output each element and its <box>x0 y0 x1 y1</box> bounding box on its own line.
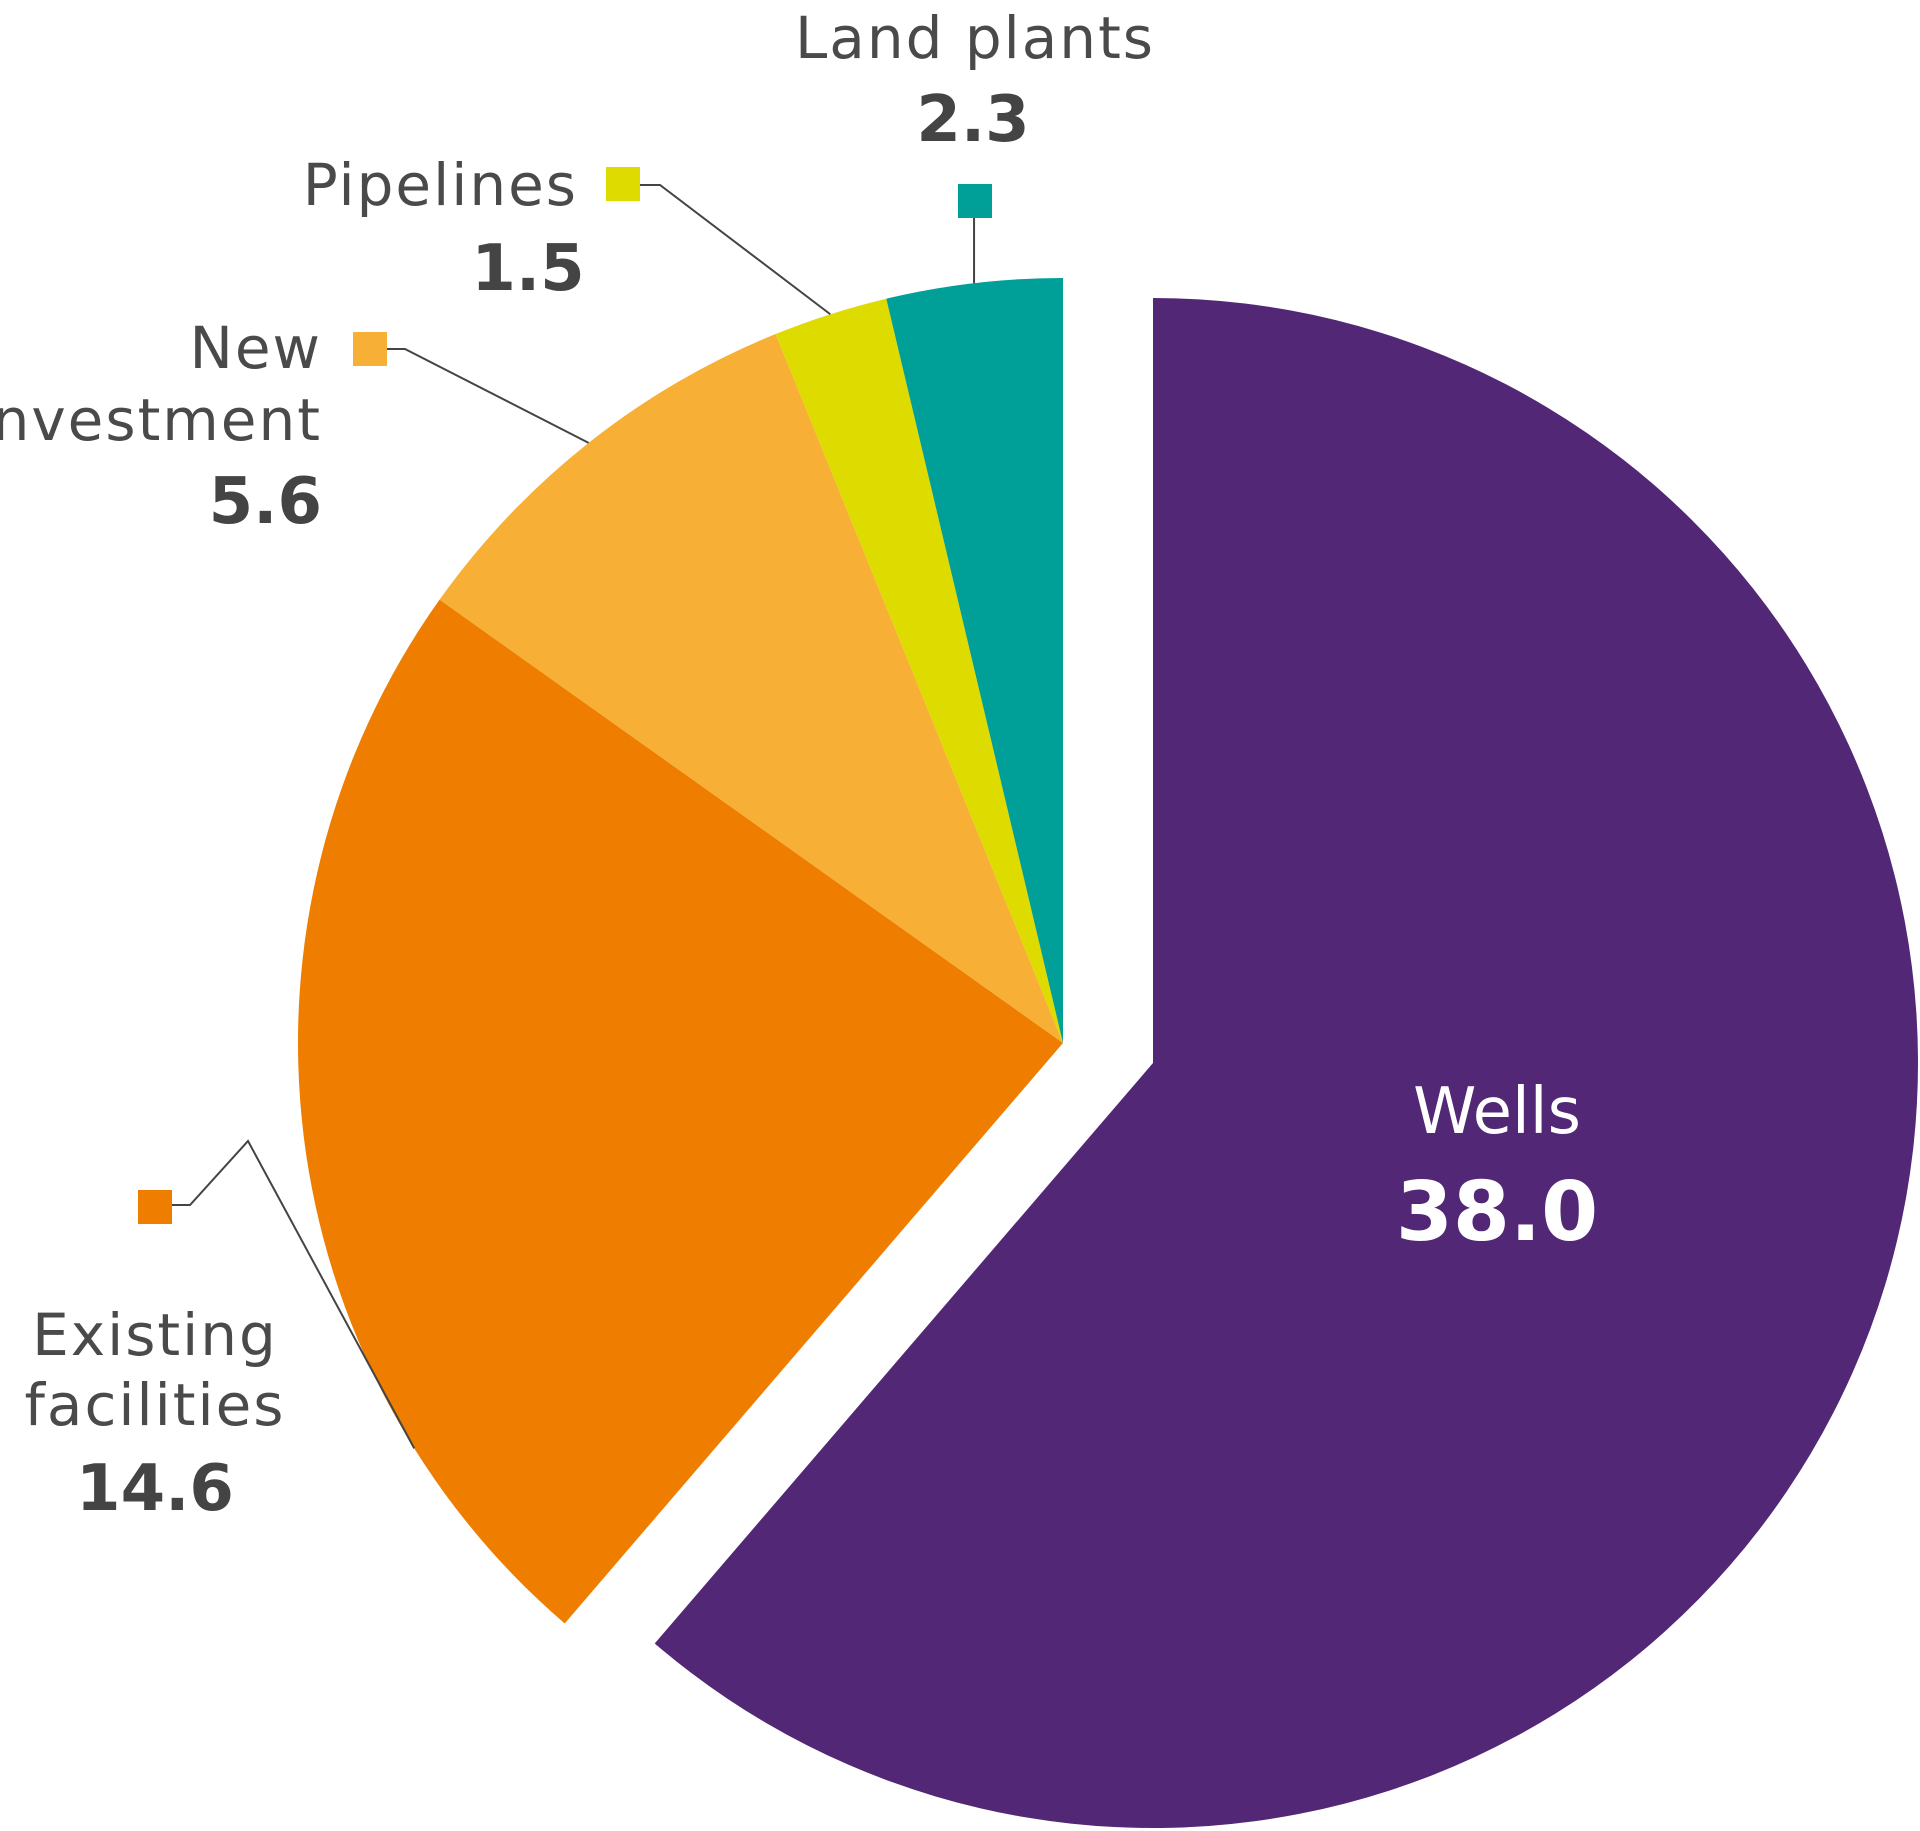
slice-value-pipelines: 1.5 <box>471 232 584 306</box>
marker-new-investment <box>353 332 387 366</box>
pie-slice-pipelines <box>775 298 1063 1043</box>
slice-label-wells: Wells <box>1413 1075 1581 1149</box>
slice-label-land-plants: Land plants <box>795 4 1155 72</box>
leader-line-new-investment <box>387 348 590 444</box>
slice-value-land-plants: 2.3 <box>916 83 1029 157</box>
slice-label-new-investment-line2: investment <box>0 386 322 454</box>
pie-slice-land-plants <box>886 278 1063 1043</box>
slice-value-new-investment: 5.6 <box>209 465 322 539</box>
leader-line-pipelines <box>640 184 831 316</box>
slice-label-pipelines: Pipelines <box>303 151 578 219</box>
slice-label-new-investment-line1: New <box>189 314 322 382</box>
pie-slices <box>298 278 1919 1828</box>
pie-slice-existing-facilities <box>298 599 1064 1624</box>
slice-value-wells: 38.0 <box>1396 1165 1598 1260</box>
slice-label-existing-facilities-line1: Existing <box>32 1301 278 1369</box>
slice-label-existing-facilities-line2: facilities <box>25 1371 286 1439</box>
marker-pipelines <box>606 167 640 201</box>
leader-line-existing-facilities <box>172 1139 416 1449</box>
pie-slice-new-investment <box>439 334 1064 1043</box>
slice-value-existing-facilities: 14.6 <box>76 1452 234 1526</box>
pie-slice-wells <box>654 298 1919 1828</box>
marker-existing-facilities <box>138 1190 172 1224</box>
marker-land-plants <box>958 184 992 218</box>
